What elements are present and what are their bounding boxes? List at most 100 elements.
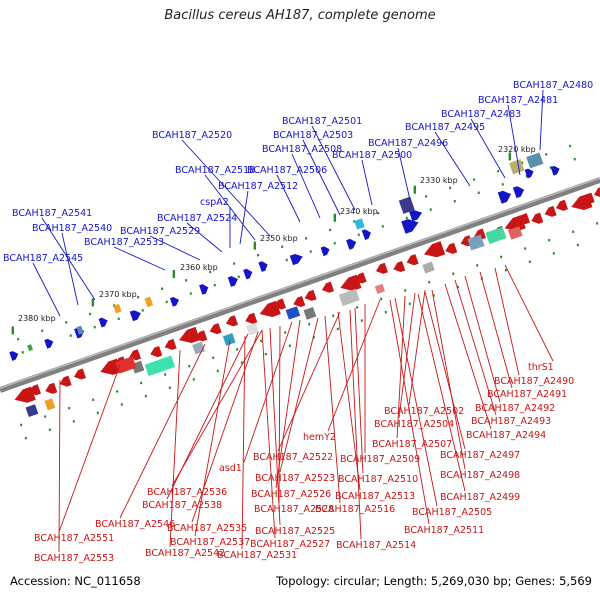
tick-dot [144, 394, 147, 398]
forward-label-leader [276, 174, 301, 223]
reverse-label-leader [58, 364, 121, 533]
tick-dot [285, 258, 288, 262]
tick-dot [573, 157, 576, 161]
tick-dot [236, 348, 239, 351]
forward-label-leader [181, 139, 271, 237]
tick-dot [141, 309, 144, 312]
reverse-gene-label: asd1 [219, 463, 242, 474]
reverse-label-leader [396, 295, 406, 439]
reverse-gene-label: BCAH187_A2513 [335, 491, 415, 502]
reverse-gene-arrow [150, 346, 163, 358]
tick-dot [168, 386, 171, 389]
forward-gene-arrow [9, 351, 19, 361]
genome-backbone-highlight [0, 177, 600, 389]
feature-box [27, 344, 33, 352]
tick-dot [432, 294, 435, 297]
feature-box [144, 296, 154, 308]
reverse-gene-label: BCAH187_A2551 [34, 533, 114, 544]
forward-label-leader [149, 235, 201, 261]
tick-dot [308, 322, 311, 326]
reverse-gene-label: BCAH187_A2511 [404, 525, 484, 536]
forward-gene-label: BCAH187_A2545 [3, 253, 83, 264]
forward-gene-arrow [409, 210, 423, 222]
feature-box [354, 218, 365, 230]
tick-dot [93, 325, 96, 329]
reverse-gene-label: BCAH187_A2542 [145, 548, 225, 559]
tick-dot [425, 195, 428, 198]
reverse-label-leader [277, 311, 341, 452]
tick-dot [117, 317, 120, 320]
reverse-gene-arrow [209, 323, 222, 335]
forward-gene-label: BCAH187_A2541 [12, 208, 92, 219]
reverse-label-leader [243, 321, 293, 463]
forward-gene-label: BCAH187_A2540 [32, 223, 112, 234]
reverse-gene-arrow [423, 241, 446, 258]
tick-dot [48, 428, 51, 431]
reverse-label-leader [454, 279, 497, 416]
tick-dot [192, 378, 195, 381]
reverse-label-leader [58, 379, 61, 553]
accession-text: Accession: NC_011658 [10, 574, 141, 588]
tick-dot [185, 279, 188, 282]
reverse-label-leader [166, 333, 249, 500]
forward-label-leader [41, 217, 96, 301]
reverse-gene-arrow [555, 199, 568, 211]
reverse-label-leader [241, 335, 246, 550]
tick-dot [453, 199, 456, 203]
reverse-gene-label: BCAH187_A2490 [494, 376, 574, 387]
reverse-gene-arrow [45, 382, 58, 394]
reverse-label-leader [327, 299, 381, 432]
tick-dot [404, 289, 407, 292]
tick-dot [545, 153, 548, 156]
forward-label-leader [113, 246, 166, 271]
tick-dot [449, 186, 452, 190]
tick-dot [497, 169, 500, 173]
tick-dot [500, 255, 503, 259]
tick-dot [89, 312, 92, 316]
kbp-scale-label: 2380 kbp [18, 314, 56, 323]
feature-box [507, 226, 523, 240]
reverse-gene-arrow [164, 338, 177, 350]
tick-dot [552, 252, 555, 255]
tick-dot [212, 356, 215, 359]
reverse-label-leader [504, 264, 554, 362]
reverse-gene-label: BCAH187_A2531 [217, 550, 297, 561]
forward-gene-arrow [98, 317, 108, 328]
forward-label-leader [361, 159, 373, 206]
feature-box [374, 283, 385, 294]
tick-dot [284, 331, 287, 334]
tick-dot [521, 161, 524, 164]
forward-gene-arrow [199, 284, 209, 295]
reverse-gene-arrow [593, 186, 600, 198]
tick-dot [213, 283, 216, 287]
reverse-gene-arrow [321, 281, 334, 293]
reverse-label-leader [444, 283, 492, 430]
feature-box [422, 261, 435, 274]
tick-dot [452, 272, 455, 275]
reverse-gene-label: BCAH187_A2514 [336, 540, 416, 551]
feature-box [303, 306, 317, 320]
forward-gene-label: BCAH187_A2501 [282, 116, 362, 127]
reverse-gene-label: BCAH187_A2498 [440, 470, 520, 481]
reverse-label-leader [479, 271, 513, 389]
reverse-gene-label: BCAH187_A2491 [487, 389, 567, 400]
reverse-gene-arrow [259, 300, 281, 317]
forward-label-leader [186, 222, 223, 253]
tick-dot [528, 260, 531, 263]
reverse-label-leader [279, 317, 319, 473]
forward-gene-label: BCAH187_A2495 [405, 122, 485, 133]
reverse-gene-label: BCAH187_A2535 [167, 523, 247, 534]
tick-dot [384, 310, 387, 314]
tick-dot [380, 297, 383, 301]
reverse-gene-arrow [544, 205, 557, 217]
tick-dot [281, 245, 284, 248]
tick-dot [137, 295, 140, 299]
feature-box [485, 226, 507, 245]
feature-box [246, 322, 259, 336]
reverse-label-leader [394, 297, 438, 507]
reverse-gene-arrow [245, 312, 258, 324]
tick-dot [68, 406, 71, 410]
kbp-tick [11, 326, 15, 335]
reverse-label-leader [424, 291, 466, 450]
kbp-scale-label: 2340 kbp [340, 207, 378, 216]
